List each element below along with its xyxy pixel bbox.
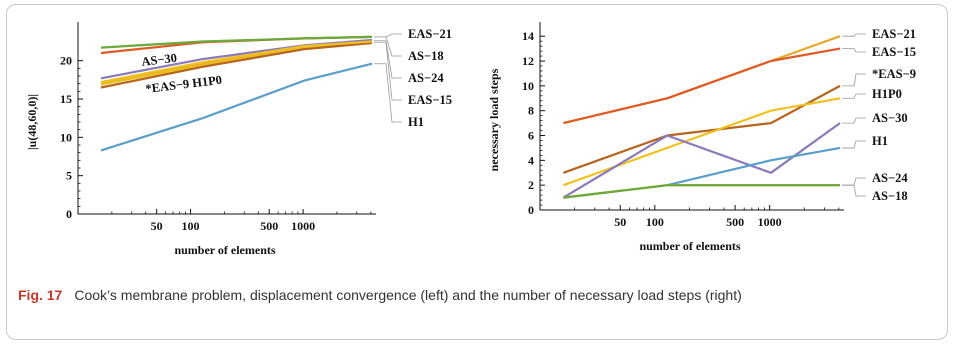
series-line-5: [100, 41, 373, 89]
legend-label: H1: [872, 134, 888, 148]
x-tick-label: 500: [260, 219, 278, 233]
x-axis-label: number of elements: [174, 243, 275, 257]
legend-label: H1: [408, 115, 424, 129]
caption-text: Cook’s membrane problem, displacement co…: [74, 287, 742, 303]
series-line-7: [100, 62, 373, 152]
y-tick-label: 0: [528, 203, 534, 217]
series-line-1: [563, 47, 841, 125]
y-tick-label: 15: [60, 92, 72, 106]
inline-label: AS−30: [141, 51, 178, 69]
legend-leader: [842, 73, 866, 87]
legend-leader: [842, 33, 866, 37]
y-tick-label: 10: [522, 79, 534, 93]
series-line-4: [562, 122, 841, 199]
legend-leader: [374, 36, 402, 57]
caption-label: Fig. 17: [18, 287, 63, 303]
y-axis-label: necessary load steps: [487, 68, 501, 171]
legend-label: AS−30: [872, 111, 908, 125]
legend-label: EAS−15: [872, 45, 916, 59]
series-line-6: [563, 184, 840, 199]
legend-leader: [842, 177, 866, 186]
x-tick-label: 1000: [291, 219, 315, 233]
y-tick-label: 6: [528, 129, 534, 143]
legend-label: EAS−21: [872, 27, 916, 41]
y-tick-label: 5: [66, 169, 72, 183]
legend-label: AS−18: [872, 189, 908, 203]
y-tick-label: 14: [522, 29, 534, 43]
series-line-0: [563, 35, 841, 125]
legend-leader: [842, 117, 866, 124]
x-axis-label: number of elements: [639, 239, 740, 253]
y-tick-label: 10: [60, 130, 72, 144]
figure-caption: Fig. 17 Cook’s membrane problem, displace…: [18, 285, 918, 306]
legend-leader: [842, 93, 866, 99]
legend-leader: [374, 63, 402, 123]
y-tick-label: 12: [522, 54, 534, 68]
legend-leader: [374, 41, 402, 101]
y-tick-label: 2: [528, 178, 534, 192]
legend-label: EAS−21: [408, 27, 452, 41]
legend-leader: [374, 40, 402, 79]
x-tick-label: 500: [726, 215, 744, 229]
legend-label: AS−24: [408, 71, 444, 85]
x-tick-label: 1000: [758, 215, 782, 229]
y-tick-label: 8: [528, 104, 534, 118]
legend-leader: [842, 184, 866, 197]
series-line-7: [563, 184, 840, 199]
figure-frame: [6, 4, 948, 340]
series-line-2: [563, 84, 841, 174]
x-tick-label: 100: [182, 219, 200, 233]
legend-label: EAS−15: [408, 93, 452, 107]
legend-label: AS−18: [408, 49, 444, 63]
series-line-1: [100, 35, 373, 49]
legend-label: *EAS−9: [872, 67, 916, 81]
legend-leader: [842, 140, 866, 149]
chart-displacement: 0 5 10 15 20 50 100 500 1000 number of elements |u…: [25, 22, 452, 257]
chart-load-steps: 0 2 4 6 8 10 12 14 50 100 500 1000 number of element…: [487, 22, 916, 253]
series-line-4: [100, 38, 373, 80]
series-line-6: [100, 40, 373, 84]
legend-leader: [842, 48, 866, 53]
legend-label: AS−24: [872, 171, 908, 185]
y-axis-label: |u(48,60,0)|: [25, 94, 39, 150]
y-tick-label: 20: [60, 54, 72, 68]
x-tick-label: 50: [151, 219, 163, 233]
legend-label: H1P0: [872, 87, 902, 101]
legend-leader: [374, 33, 402, 38]
y-tick-label: 4: [528, 153, 534, 167]
x-tick-label: 50: [614, 215, 626, 229]
y-tick-label: 0: [66, 207, 72, 221]
x-tick-label: 100: [646, 215, 664, 229]
